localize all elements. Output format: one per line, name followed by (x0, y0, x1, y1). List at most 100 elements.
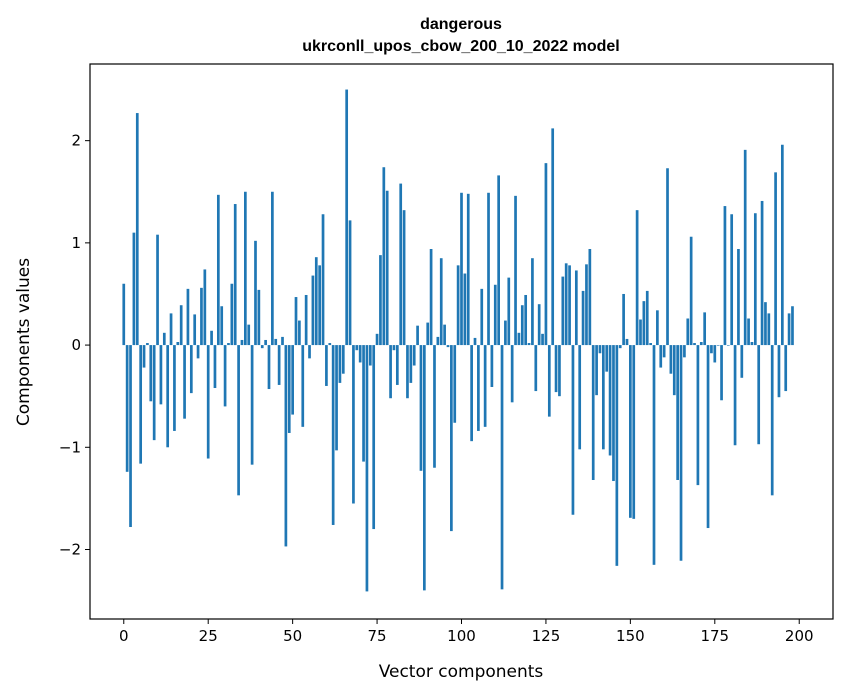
bar-component-97 (450, 345, 453, 532)
bar-component-90 (426, 322, 430, 346)
bar-component-152 (635, 210, 639, 346)
bar-component-189 (760, 200, 764, 346)
bar-component-79 (389, 345, 392, 399)
bar-component-22 (196, 345, 200, 359)
bar-component-176 (716, 345, 720, 346)
bar-component-25 (206, 345, 210, 459)
bar-component-24 (203, 269, 207, 346)
bar-component-7 (146, 343, 149, 346)
x-tick-label: 25 (199, 627, 218, 645)
bar-component-154 (642, 301, 646, 346)
bar-component-6 (142, 345, 146, 368)
bar-component-47 (281, 336, 284, 346)
bar-component-122 (534, 345, 538, 392)
bar-component-16 (176, 342, 180, 346)
bar-component-158 (656, 310, 659, 346)
bar-component-116 (514, 195, 517, 346)
bar-component-93 (436, 336, 440, 346)
bar-component-59 (321, 214, 325, 346)
y-tick-label: −2 (59, 540, 81, 558)
bar-component-91 (429, 249, 433, 346)
bar-component-181 (733, 345, 737, 446)
bar-component-3 (132, 232, 136, 346)
bar-component-148 (622, 293, 625, 346)
bar-component-170 (696, 345, 700, 486)
bar-component-43 (267, 345, 271, 390)
bar-component-58 (318, 265, 321, 346)
bar-component-34 (237, 345, 240, 496)
bar-component-127 (551, 128, 555, 346)
bar-component-139 (591, 345, 595, 480)
bar-component-105 (477, 345, 480, 431)
bar-component-137 (585, 264, 588, 346)
bar-component-96 (446, 345, 450, 348)
bar-component-49 (287, 345, 291, 433)
bar-component-140 (595, 345, 598, 396)
bar-component-125 (544, 163, 548, 346)
bar-component-188 (757, 345, 761, 445)
bar-component-28 (216, 194, 220, 346)
plot-frame (89, 63, 834, 620)
bar-component-155 (645, 290, 649, 346)
bar-component-48 (284, 345, 288, 547)
bar-component-68 (352, 345, 355, 504)
bar-component-27 (213, 345, 217, 389)
bar-component-185 (747, 318, 750, 346)
bar-component-86 (412, 345, 416, 366)
bar-component-100 (460, 192, 463, 346)
bar-component-151 (632, 345, 636, 519)
bar-component-72 (365, 345, 369, 592)
x-axis-label: Vector components (379, 662, 544, 682)
bar-component-132 (568, 265, 571, 346)
bar-component-74 (372, 345, 376, 530)
bar-component-195 (780, 144, 784, 346)
bar-component-111 (497, 175, 500, 346)
bar-component-80 (392, 345, 396, 351)
bar-component-23 (200, 287, 203, 346)
bar-component-5 (139, 345, 143, 464)
bar-component-77 (382, 167, 386, 346)
bar-component-67 (348, 220, 352, 346)
bar-component-115 (510, 345, 514, 403)
bar-component-190 (764, 302, 767, 346)
bar-component-60 (325, 345, 328, 386)
bar-component-65 (341, 345, 345, 374)
bar-component-83 (402, 210, 406, 346)
bar-component-26 (210, 330, 213, 346)
bar-component-1 (125, 345, 129, 472)
bar-component-99 (456, 265, 460, 346)
bar-component-2 (129, 345, 132, 528)
x-tick-label: 175 (700, 627, 729, 645)
y-tick-label: 0 (71, 336, 81, 354)
bar-component-54 (304, 294, 308, 346)
bar-component-10 (156, 234, 159, 346)
bar-component-135 (578, 345, 582, 450)
bar-component-113 (504, 320, 507, 346)
bar-component-156 (649, 343, 652, 346)
bar-component-175 (713, 345, 717, 363)
bar-component-78 (385, 190, 389, 346)
bar-component-184 (743, 149, 747, 346)
bar-component-149 (625, 338, 629, 346)
bars-group (122, 89, 794, 592)
bar-component-159 (659, 345, 663, 368)
bar-component-198 (791, 306, 794, 346)
bar-component-182 (737, 249, 740, 346)
bar-component-29 (220, 306, 224, 346)
bar-component-82 (399, 183, 403, 346)
bar-component-141 (598, 345, 602, 354)
bar-component-124 (541, 333, 544, 346)
bar-component-138 (588, 249, 592, 346)
x-tick-label: 200 (785, 627, 814, 645)
bar-component-103 (470, 345, 473, 442)
bar-component-46 (277, 345, 281, 385)
bar-component-174 (710, 345, 713, 354)
bar-component-177 (720, 345, 723, 401)
bar-component-76 (379, 255, 382, 346)
bar-component-85 (409, 345, 413, 383)
bar-component-45 (274, 338, 278, 346)
bar-component-131 (564, 263, 568, 346)
bar-component-98 (453, 345, 457, 423)
y-tick-label: 1 (71, 234, 81, 252)
bar-component-133 (571, 345, 575, 515)
